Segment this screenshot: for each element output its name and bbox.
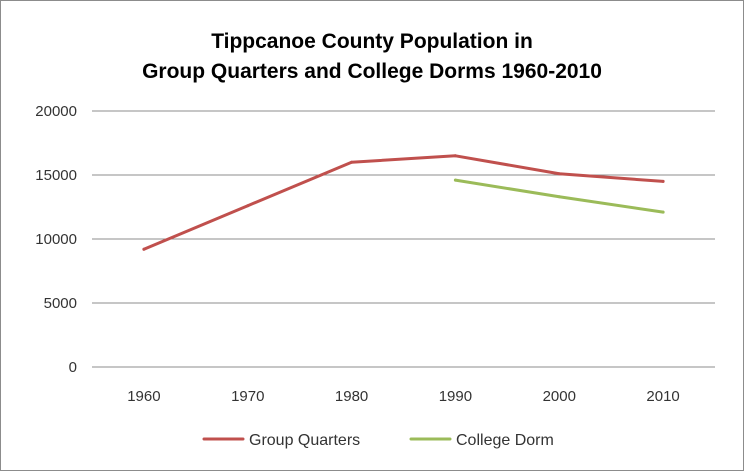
chart-title-line-1: Tippcanoe County Population in [211, 30, 533, 53]
y-tick-label: 20000 [35, 103, 77, 120]
y-tick-label: 5000 [44, 295, 77, 312]
series-1-point-4 [557, 195, 561, 199]
legend-label-1: College Dorm [456, 432, 554, 449]
y-tick-label: 15000 [35, 167, 77, 184]
series-0-point-2 [350, 160, 354, 164]
x-tick-label: 2000 [543, 388, 576, 405]
x-tick-label: 1990 [439, 388, 472, 405]
series-0-point-0 [142, 247, 146, 251]
x-tick-label: 1970 [231, 388, 264, 405]
y-tick-label: 10000 [35, 231, 77, 248]
x-tick-label: 1960 [127, 388, 160, 405]
x-tick-label: 2010 [646, 388, 679, 405]
x-tick-label: 1980 [335, 388, 368, 405]
series-0-point-3 [453, 154, 457, 158]
series-0-point-5 [661, 179, 665, 183]
chart-title: Tippcanoe County Population in Group Qua… [1, 27, 743, 87]
series-line-0 [142, 154, 665, 251]
y-tick-label: 0 [69, 359, 77, 376]
series-1-point-3 [453, 178, 457, 182]
series-1-point-5 [661, 210, 665, 214]
legend-label-0: Group Quarters [249, 432, 360, 449]
series-0-point-1 [246, 204, 250, 208]
chart-title-line-2: Group Quarters and College Dorms 1960-20… [142, 60, 602, 83]
series-0-point-4 [557, 172, 561, 176]
